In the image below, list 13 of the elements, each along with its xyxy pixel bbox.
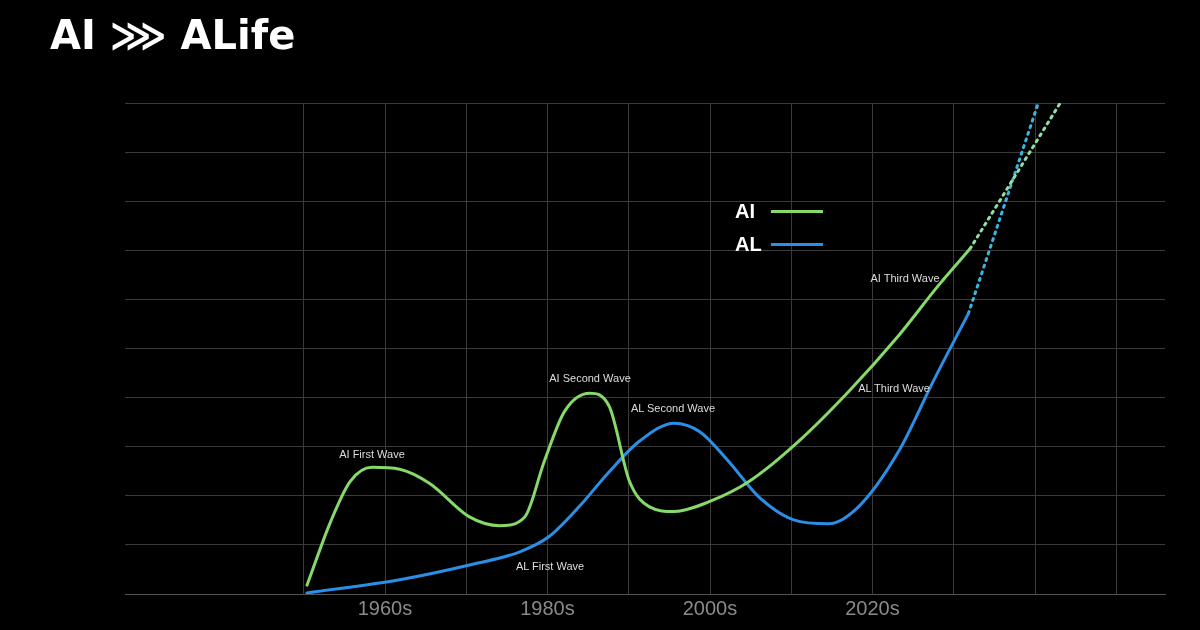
annotation: AL Second Wave	[630, 401, 716, 414]
x-tick-label: 2000s	[682, 596, 738, 619]
legend-label: AL	[735, 233, 762, 256]
annotation: AL First Wave	[515, 559, 585, 572]
annotation: AI Third Wave	[870, 271, 940, 284]
annotation: AL Third Wave	[858, 381, 930, 394]
chart-title: AI ⋙ ALife	[50, 12, 296, 58]
x-tick-label: 1960s	[357, 596, 413, 619]
x-tick-label: 1980s	[520, 596, 575, 619]
x-tick-label: 2020s	[845, 596, 900, 619]
annotation: AI Second Wave	[549, 371, 631, 384]
legend-label: AI	[735, 200, 756, 223]
annotation: AI First Wave	[339, 447, 405, 460]
